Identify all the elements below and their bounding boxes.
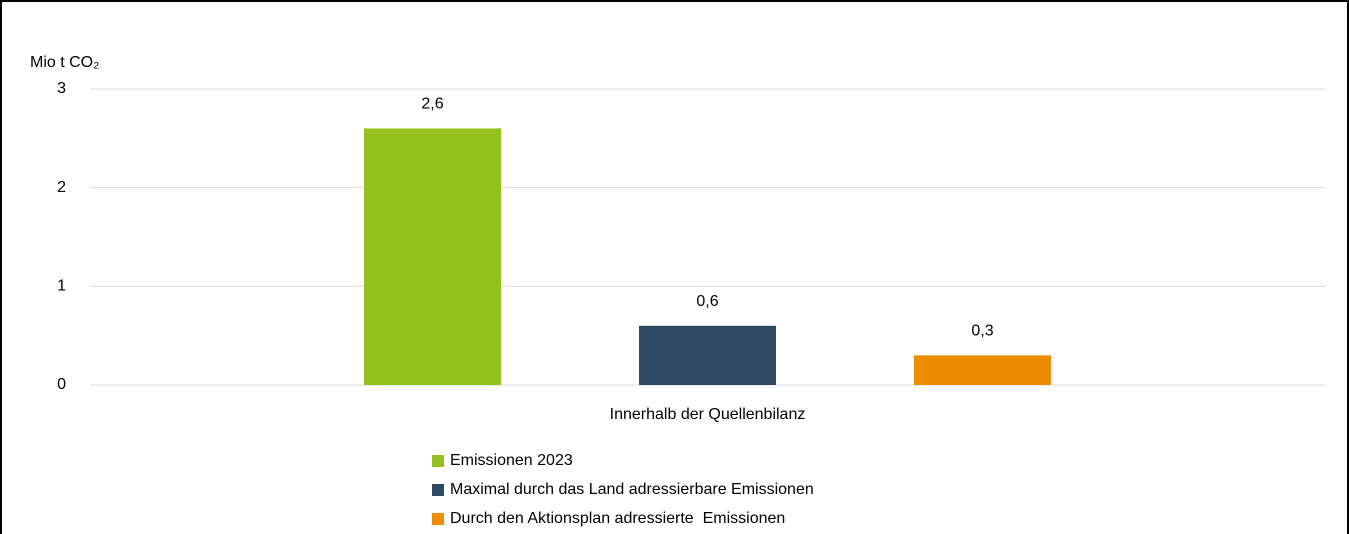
y-tick-label: 0 [57, 376, 66, 393]
legend-swatch [432, 513, 444, 525]
legend-label: Durch den Aktionsplan adressierte Emissi… [450, 510, 785, 527]
y-tick-label: 1 [57, 278, 66, 295]
bar [364, 128, 501, 385]
data-label: 0,6 [696, 293, 718, 310]
legend-label: Maximal durch das Land adressierbare Emi… [450, 481, 814, 498]
y-tick-label: 3 [57, 80, 66, 97]
bar [914, 355, 1051, 385]
y-tick-label: 2 [57, 179, 66, 196]
y-axis-label: Mio t CO₂ [30, 54, 99, 71]
legend-swatch [432, 455, 444, 467]
legend-swatch [432, 484, 444, 496]
x-tick-label: Innerhalb der Quellenbilanz [610, 406, 806, 423]
data-label: 2,6 [421, 96, 443, 113]
bar [639, 325, 776, 385]
data-label: 0,3 [971, 323, 993, 340]
legend-label: Emissionen 2023 [450, 452, 573, 469]
